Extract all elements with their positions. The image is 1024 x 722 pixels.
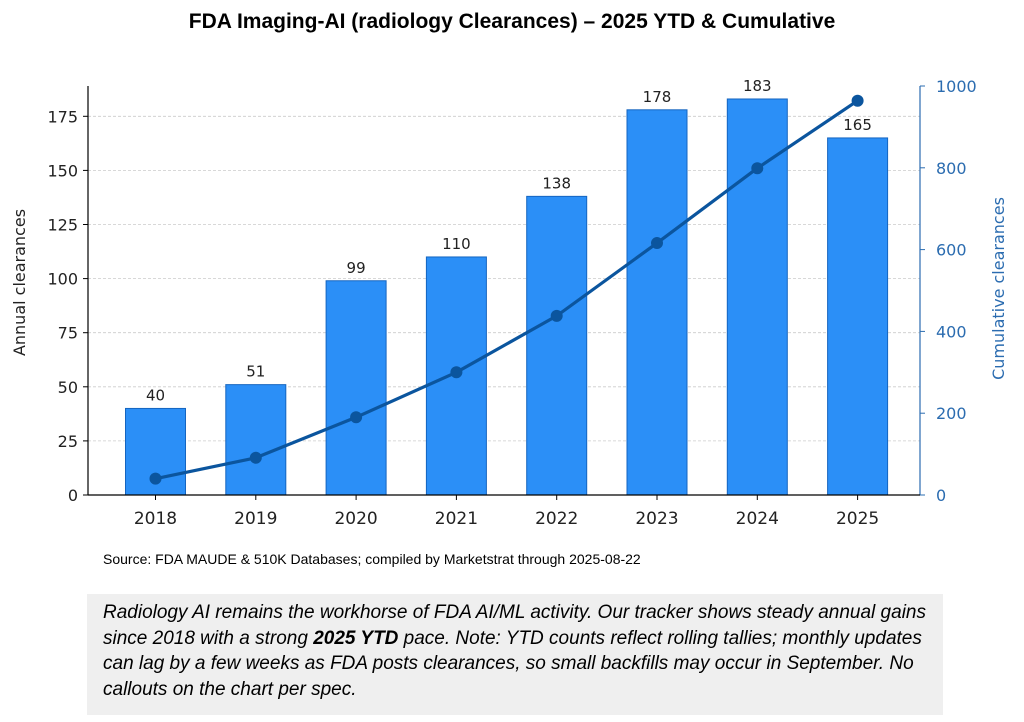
cumulative-point-2018 — [149, 472, 162, 485]
bar-value-label: 183 — [743, 77, 772, 95]
x-tick-label-2018: 2018 — [134, 509, 177, 529]
cumulative-line — [155, 99, 859, 481]
commentary-bold: 2025 YTD — [313, 627, 399, 649]
bar-2022 — [526, 195, 588, 496]
source-note: Source: FDA MAUDE & 510K Databases; comp… — [103, 551, 641, 567]
axis-labels: Annual clearances Cumulative clearances — [10, 197, 1008, 380]
bar-value-label: 40 — [146, 386, 165, 404]
bar-2025 — [827, 137, 889, 496]
bar-2023 — [626, 109, 688, 496]
cumulative-point-2025 — [851, 94, 864, 107]
cumulative-point-2019 — [249, 451, 262, 464]
left-tick-label: 125 — [47, 215, 78, 234]
right-tick-label: 600 — [936, 241, 967, 260]
bar-value-label: 178 — [643, 88, 672, 106]
gridlines — [88, 115, 920, 442]
x-tick-label-2024: 2024 — [736, 509, 779, 529]
cumulative-line-series — [149, 94, 864, 485]
right-tick-label: 1000 — [936, 77, 977, 96]
x-tick-label-2019: 2019 — [234, 509, 277, 529]
x-tick-label-2021: 2021 — [435, 509, 478, 529]
bar-2019 — [225, 384, 287, 496]
x-tick-label-2023: 2023 — [635, 509, 678, 529]
right-tick-label: 400 — [936, 322, 967, 341]
right-tick-label: 0 — [936, 486, 946, 505]
combo-chart: 40 51 99 110 138 178 183 165 0 25 50 75 100 125 150 17… — [10, 77, 1008, 529]
bar-series: 40 51 99 110 138 178 183 165 — [125, 77, 889, 496]
axes: 0 25 50 75 100 125 150 175 0 200 400 600 800 1000 2018… — [47, 77, 976, 529]
cumulative-point-2022 — [550, 309, 563, 322]
chart-title: FDA Imaging-AI (radiology Clearances) – … — [188, 10, 836, 33]
x-tick-label-2020: 2020 — [334, 509, 377, 529]
left-tick-label: 100 — [47, 270, 78, 289]
left-tick-label: 75 — [58, 324, 78, 343]
commentary-text-2: pace. Note: YTD counts reflect rolling t… — [103, 627, 922, 700]
bar-value-label: 51 — [246, 363, 265, 381]
right-tick-label: 800 — [936, 159, 967, 178]
y-axis-title: Annual clearances — [10, 209, 29, 356]
commentary-text-1: Radiology AI remains the workhorse of FD… — [103, 602, 926, 649]
left-tick-label: 175 — [47, 107, 78, 126]
bar-value-label: 138 — [542, 174, 571, 192]
commentary-box: Radiology AI remains the workhorse of FD… — [87, 594, 943, 715]
bar-value-label: 99 — [347, 259, 366, 277]
bar-value-label: 165 — [843, 116, 872, 134]
left-tick-label: 0 — [68, 486, 78, 505]
bar-2020 — [325, 280, 387, 496]
y-right-axis-title: Cumulative clearances — [989, 197, 1008, 380]
right-tick-label: 200 — [936, 404, 967, 423]
cumulative-point-2020 — [350, 411, 363, 424]
left-tick-label: 50 — [58, 378, 78, 397]
left-tick-label: 150 — [47, 161, 78, 180]
x-tick-label-2025: 2025 — [836, 509, 879, 529]
cumulative-point-2023 — [651, 237, 663, 250]
cumulative-point-2021 — [450, 366, 463, 379]
left-tick-label: 25 — [58, 432, 78, 451]
bar-value-label: 110 — [442, 235, 471, 253]
cumulative-point-2024 — [751, 162, 764, 175]
bar-2024 — [726, 98, 788, 496]
x-tick-label-2022: 2022 — [535, 509, 578, 529]
